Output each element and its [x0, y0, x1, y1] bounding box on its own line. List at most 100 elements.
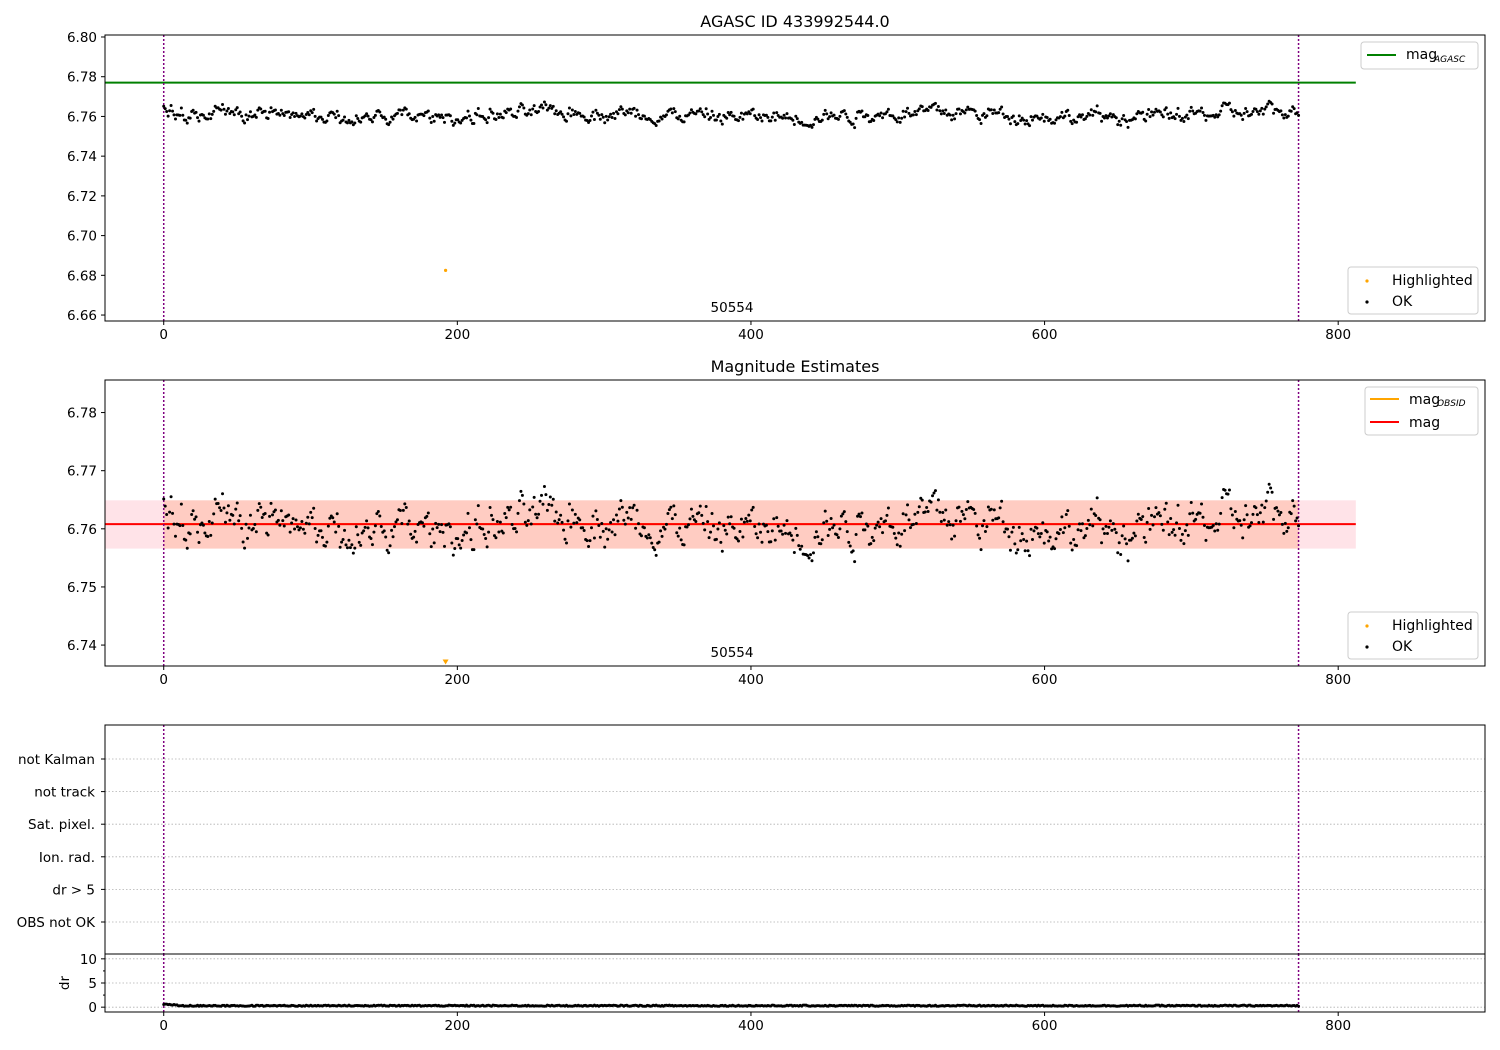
- ok-point: [591, 110, 595, 114]
- ok-point: [420, 521, 424, 525]
- ok-point: [1104, 114, 1108, 118]
- ok-point: [589, 526, 593, 530]
- ok-point: [957, 107, 961, 111]
- ok-point: [1058, 115, 1062, 119]
- panel-flags: not Kalman not track Sat. pixel. Ion. rad. d…: [17, 724, 1486, 955]
- ok-point: [363, 525, 367, 529]
- ok-point: [687, 523, 691, 527]
- ok-point: [1157, 511, 1161, 515]
- ok-point: [487, 530, 491, 534]
- ok-point: [1151, 523, 1155, 527]
- ok-point: [842, 109, 846, 113]
- ok-point: [729, 110, 733, 114]
- ok-point: [911, 522, 915, 526]
- ok-point: [697, 109, 701, 113]
- ok-point: [300, 112, 304, 116]
- ok-point: [388, 120, 392, 124]
- ok-point: [881, 116, 885, 120]
- ok-point: [1263, 506, 1267, 510]
- ok-point: [1113, 527, 1117, 531]
- ok-point: [453, 546, 457, 550]
- ok-point: [354, 525, 358, 529]
- ok-point: [1141, 110, 1145, 114]
- ok-point: [1023, 122, 1027, 126]
- ok-point: [617, 507, 621, 511]
- ok-point: [639, 117, 643, 121]
- ok-point: [1135, 112, 1139, 116]
- ok-point: [325, 540, 329, 544]
- ok-point: [663, 527, 667, 531]
- ok-point: [404, 505, 408, 509]
- ok-point: [225, 109, 229, 113]
- ok-point: [260, 516, 264, 520]
- ok-point: [869, 542, 873, 546]
- ok-point: [1011, 114, 1015, 118]
- ok-point: [926, 509, 930, 513]
- ok-point: [619, 499, 623, 503]
- ok-point: [1017, 114, 1021, 118]
- ok-point: [1120, 117, 1124, 121]
- x-tick-label: 400: [738, 672, 764, 688]
- ok-point: [689, 507, 693, 511]
- ok-point: [323, 544, 327, 548]
- ok-point: [335, 512, 339, 516]
- ok-point: [307, 113, 311, 117]
- ok-point: [960, 509, 964, 513]
- ok-point: [710, 109, 714, 113]
- ok-point: [860, 511, 864, 515]
- ok-point: [273, 108, 277, 112]
- ok-point: [685, 525, 689, 529]
- ok-point: [659, 529, 663, 533]
- ok-point: [629, 111, 633, 115]
- ok-point: [469, 538, 473, 542]
- ok-point: [165, 110, 169, 114]
- ok-point: [487, 116, 491, 120]
- ok-point: [726, 515, 730, 519]
- ok-point: [944, 508, 948, 512]
- ok-point: [1186, 533, 1190, 537]
- ok-point: [609, 521, 613, 525]
- ok-point: [691, 514, 695, 518]
- flag-label: not track: [34, 785, 95, 801]
- ok-point: [717, 521, 721, 525]
- ok-point: [509, 505, 513, 509]
- ok-point: [372, 530, 376, 534]
- ok-point: [1201, 110, 1205, 114]
- panel-magnitude-frame: [104, 379, 1486, 667]
- ok-point: [1026, 549, 1030, 553]
- ok-point: [770, 115, 774, 119]
- ok-point: [886, 506, 890, 510]
- ok-point: [343, 528, 347, 532]
- ok-point: [1060, 110, 1064, 114]
- ok-point: [1220, 496, 1224, 500]
- ok-point: [792, 123, 796, 127]
- ok-point: [1066, 108, 1070, 112]
- ok-point: [488, 107, 492, 111]
- ok-point: [1008, 548, 1012, 552]
- ok-point: [1085, 527, 1089, 531]
- ok-point: [1292, 107, 1296, 111]
- ok-point: [726, 110, 730, 114]
- ok-point: [222, 506, 226, 510]
- ok-point: [1291, 499, 1295, 503]
- y-tick-label: 0: [88, 1000, 97, 1016]
- ok-point: [185, 121, 189, 125]
- ok-point: [885, 110, 889, 114]
- ok-point: [529, 113, 533, 117]
- ok-point: [917, 505, 921, 509]
- ok-point: [951, 113, 955, 117]
- ok-point: [1019, 118, 1023, 122]
- ok-point: [1233, 109, 1237, 113]
- ok-point: [553, 519, 557, 523]
- ok-point: [794, 114, 798, 118]
- ok-point: [979, 548, 983, 552]
- ok-point: [166, 114, 170, 118]
- ok-point: [678, 526, 682, 530]
- panel-agasc-obsid-label: 50554: [711, 300, 754, 316]
- ok-point: [347, 118, 351, 122]
- y-tick-label: 6.74: [67, 638, 97, 654]
- ok-point: [992, 508, 996, 512]
- ok-point: [1286, 526, 1290, 530]
- ok-point: [933, 489, 937, 493]
- ok-point: [578, 111, 582, 115]
